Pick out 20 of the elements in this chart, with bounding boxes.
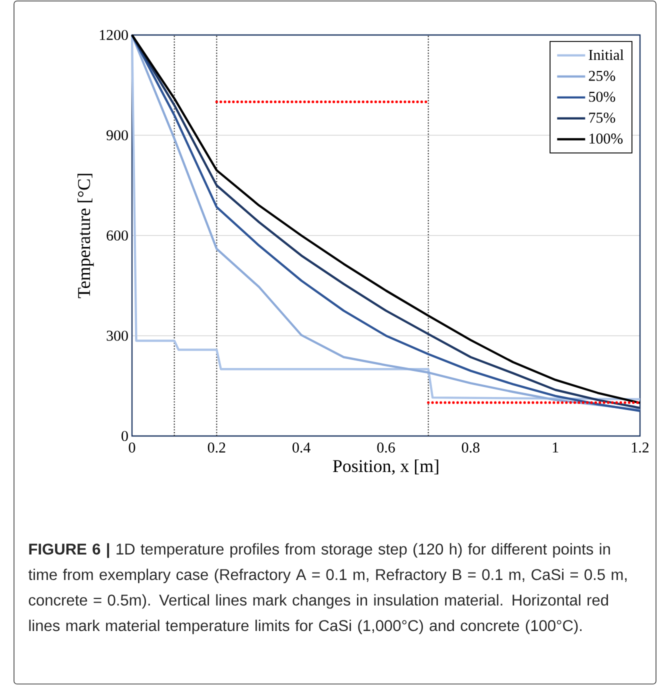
x-tick-label: 0.2 <box>208 442 226 453</box>
x-tick-label: 0.8 <box>462 442 480 453</box>
x-axis-title: Position, x [m] <box>332 459 438 475</box>
y-tick-label: 0 <box>122 430 128 442</box>
x-tick-label: 0.4 <box>292 442 310 453</box>
legend-label: Initial <box>588 49 624 60</box>
legend-label: 75% <box>589 112 616 123</box>
text: FIGURE 6 | 1D temperature profiles from storage step (120 h) for different points in time from exemplary case (Refractory A = 0.1 m, Refractory B = 0.1 m, CaSi = 0.5 m, concrete = 0.5m). Vertical lines mark changes in insulation material. Horizontal red lines mark material temperature limits for CaSi (1,000°C) and concrete (100°C). <box>28 543 627 634</box>
y-tick-label: 1200 <box>100 30 128 40</box>
y-tick-label: 600 <box>106 230 128 241</box>
x-tick-label: 0.6 <box>377 442 395 453</box>
y-tick-label: 300 <box>106 330 128 341</box>
y-tick-label: 900 <box>106 130 128 140</box>
y-axis-title: Temperature [°C] <box>77 174 94 298</box>
legend-label: 50% <box>589 92 616 102</box>
x-tick-label: 1 <box>552 442 558 452</box>
legend-label: 100% <box>590 134 623 144</box>
x-tick-label: 0 <box>128 442 136 453</box>
x-tick-label: 1.2 <box>632 442 649 453</box>
legend-label: 25% <box>588 70 616 81</box>
